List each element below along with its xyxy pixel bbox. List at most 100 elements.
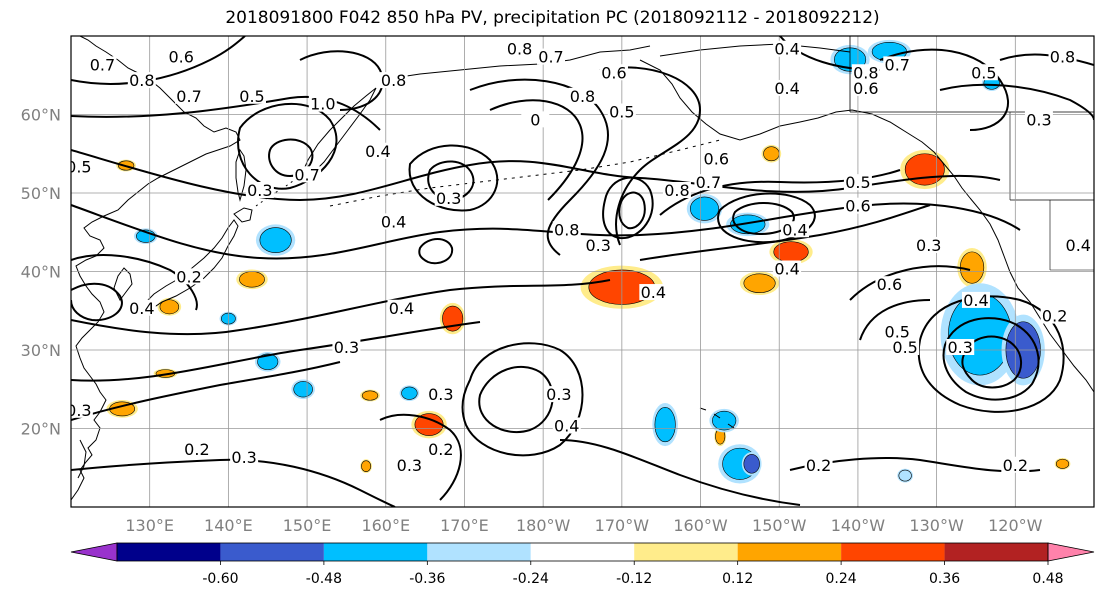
contour-label: 0.8 — [664, 181, 689, 200]
pv-contour-line — [299, 50, 384, 111]
precip-patch — [959, 251, 985, 284]
contour-label-bg — [702, 150, 731, 167]
pv-contour-line — [489, 99, 584, 201]
pv-contour-line — [478, 365, 554, 434]
colorbar — [70, 542, 1095, 562]
pv-contour-line — [939, 83, 1094, 121]
contour-label-bg — [127, 72, 156, 89]
pv-contour-line — [879, 48, 1010, 131]
contour-label: 0.3 — [428, 385, 453, 404]
contour-label-bg — [584, 236, 613, 253]
contour-label-bg — [875, 276, 904, 293]
contour-label: 0.5 — [885, 322, 910, 341]
contour-label-bg — [127, 299, 156, 316]
precip-patch — [743, 454, 760, 474]
colorbar-tick-label: 0.48 — [1032, 571, 1063, 587]
colorbar-segment — [737, 543, 842, 561]
colorbar-tick-labels: -0.60 -0.48 -0.36 -0.24 -0.12 0.12 0.24 0.36 0.4… — [202, 561, 1064, 587]
contour-label-bg — [521, 111, 550, 128]
pv-contour-line — [618, 191, 646, 230]
contour-label-layer: 0.70.80.60.7 0.5 1.00.80.40.70.3 0.30.40.8 0… — [66, 40, 1093, 475]
pv-contour-line — [71, 282, 123, 322]
pv-contour-line — [859, 299, 931, 341]
contour-label: 0.8 — [554, 220, 579, 239]
coastline-asia — [71, 36, 241, 501]
contour-label-bg — [434, 189, 463, 206]
latitude-label: 60°N — [21, 106, 61, 125]
contour-label: 0.4 — [554, 417, 579, 436]
coastline-kamchatka — [299, 87, 377, 179]
longitude-label: 120°W — [988, 516, 1043, 535]
colorbar-segment — [530, 543, 635, 561]
contour-label: 0.6 — [845, 197, 870, 216]
contour-label-bg — [843, 174, 872, 191]
contour-label: 0.3 — [397, 456, 422, 475]
pv-contour-line — [849, 265, 971, 301]
contour-label-bg — [182, 441, 211, 458]
precip-patch — [401, 386, 418, 400]
longitude-label: 170°E — [440, 516, 489, 535]
coastline-hokkaido — [233, 207, 253, 223]
contour-label: 0.5 — [892, 338, 917, 357]
coastline-alaska — [639, 59, 971, 199]
precipitation-layer — [106, 39, 1071, 484]
contour-label-bg — [773, 260, 802, 277]
longitude-label: 150°E — [283, 516, 332, 535]
contour-label-bg — [245, 182, 274, 198]
contour-label: 0.8 — [853, 63, 878, 82]
precip-patch — [239, 271, 265, 288]
contour-label: 1.0 — [310, 95, 335, 114]
contour-label: 0.2 — [184, 440, 209, 459]
contour-label-bg — [843, 197, 872, 214]
contour-label: 0.5 — [66, 157, 91, 176]
pv-contour-line — [71, 254, 198, 311]
coastline-na-west — [969, 197, 1094, 393]
pv-contour-line — [427, 160, 475, 202]
contour-label-bg — [780, 221, 809, 238]
contour-label: 0.2 — [428, 440, 453, 459]
contour-label-bg — [379, 72, 408, 89]
colorbar-tick-label: -0.36 — [409, 571, 445, 587]
longitude-label: 160°E — [361, 516, 410, 535]
contour-label: 0.8 — [507, 40, 532, 59]
contour-label-bg — [379, 213, 408, 230]
contour-label: 0.8 — [1050, 48, 1075, 67]
pv-contour-line — [408, 144, 499, 212]
contour-label-bg — [71, 158, 93, 175]
contour-label-bg — [1001, 456, 1030, 473]
contour-label-bg — [961, 291, 990, 308]
precip-patch — [257, 353, 279, 370]
precip-patch — [898, 469, 912, 482]
contour-label: 0.3 — [586, 236, 611, 255]
contour-label: 0.3 — [947, 338, 972, 357]
contour-label-bg — [237, 87, 266, 104]
contour-label: 0.2 — [1003, 456, 1028, 475]
contour-label-bg — [426, 441, 455, 458]
latitude-label: 40°N — [21, 263, 61, 282]
contour-label-bg — [71, 401, 93, 418]
coastline-hawaii — [699, 407, 735, 429]
colorbar-segment — [841, 543, 945, 561]
contour-label-bg — [804, 456, 833, 473]
contour-label-bg — [167, 48, 196, 65]
map-title: 2018091800 F042 850 hPa PV, precipitatio… — [225, 8, 880, 28]
pv-contour-line — [469, 78, 610, 256]
contour-label: 0.4 — [381, 212, 406, 231]
pv-contour-line — [942, 317, 1040, 401]
precip-patch — [293, 381, 313, 398]
contour-label-bg — [773, 79, 802, 96]
contour-label-bg — [891, 339, 920, 355]
colorbar-tick-label: -0.12 — [616, 571, 652, 587]
contour-label-bg — [175, 268, 204, 285]
pv-contour-line — [999, 53, 1094, 66]
border-provinces — [1009, 112, 1094, 271]
latitude-label: 30°N — [21, 341, 61, 360]
contour-label: 0.4 — [365, 142, 390, 161]
contour-label-bg — [88, 56, 117, 73]
contour-label: 0.4 — [641, 283, 666, 302]
contour-label: 0.3 — [1026, 110, 1051, 129]
latitude-label: 20°N — [21, 420, 61, 439]
precip-patch — [654, 407, 676, 443]
contour-label-bg — [662, 182, 691, 198]
